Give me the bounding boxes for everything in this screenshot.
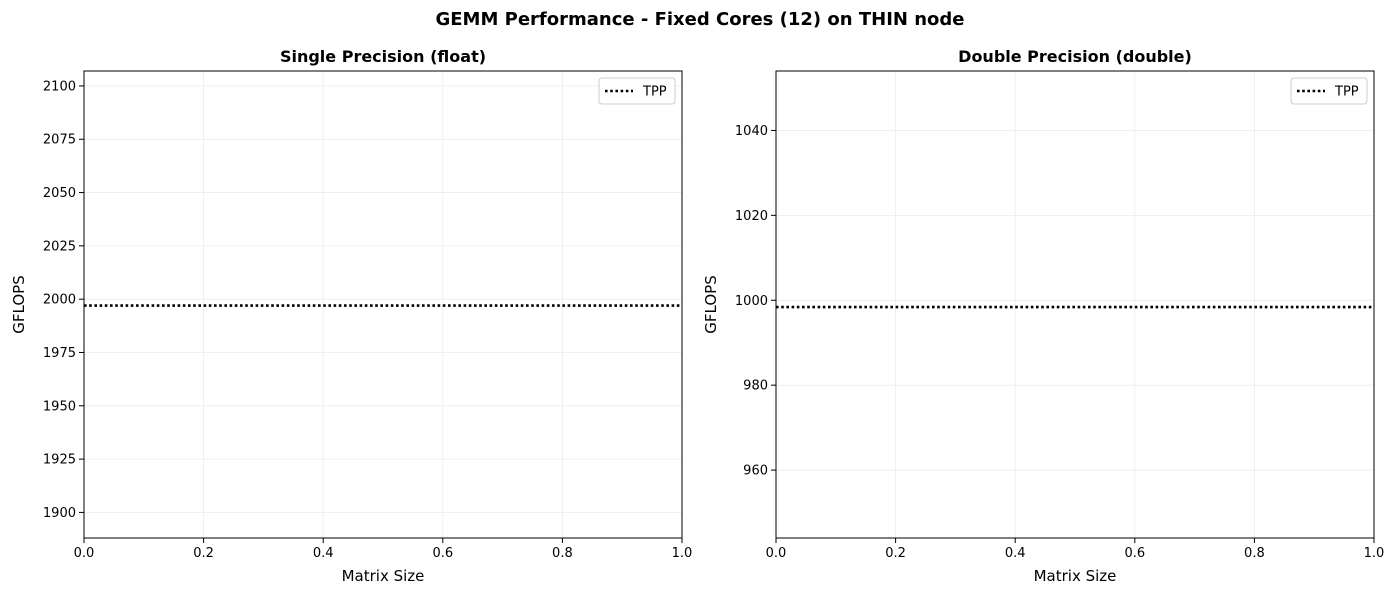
single-precision-panel: 0.0 0.2 0.4 0.6 0.8 1.0 1900 1925 1950 1975 2000 20…	[10, 47, 692, 585]
x-tick-label: 0.6	[1124, 546, 1145, 561]
y-tick-label: 1950	[43, 399, 76, 414]
y-tick-label: 1040	[735, 124, 768, 139]
legend-box	[1290, 77, 1368, 105]
x-tick-label: 0.6	[432, 546, 453, 561]
x-tick-label: 1.0	[672, 546, 693, 561]
x-tick-label: 0.4	[313, 546, 334, 561]
y-tick-label: 2100	[43, 79, 76, 94]
y-tick-label: 2025	[43, 239, 76, 254]
y-tick-label: 1900	[43, 506, 76, 521]
x-tick-label: 0.0	[74, 546, 95, 561]
figure-title: GEMM Performance - Fixed Cores (12) on T…	[435, 9, 965, 30]
legend: TPP	[598, 77, 676, 105]
y-tick-label: 1975	[43, 346, 76, 361]
y-axis-label: GFLOPS	[10, 275, 28, 333]
plot-frame	[775, 70, 1375, 539]
double-precision-panel: 0.0 0.2 0.4 0.6 0.8 1.0 960 980 1000 1020 1040 Doub…	[702, 47, 1384, 585]
legend-label: TPP	[642, 85, 667, 100]
y-tick-label: 960	[743, 464, 768, 479]
x-tick-label: 0.2	[193, 546, 214, 561]
x-axis-label: Matrix Size	[1034, 567, 1117, 585]
y-tick-label: 2000	[43, 293, 76, 308]
legend-label: TPP	[1334, 85, 1359, 100]
y-tick-label: 2075	[43, 133, 76, 148]
panel-title: Double Precision (double)	[958, 47, 1192, 66]
x-tick-label: 1.0	[1364, 546, 1385, 561]
plot-frame	[83, 70, 683, 539]
x-axis-label: Matrix Size	[342, 567, 425, 585]
legend: TPP	[1290, 77, 1368, 105]
x-tick-label: 0.2	[885, 546, 906, 561]
y-tick-label: 1020	[735, 209, 768, 224]
y-tick-label: 1000	[735, 294, 768, 309]
x-tick-label: 0.8	[1244, 546, 1265, 561]
y-tick-label: 980	[743, 379, 768, 394]
x-tick-label: 0.8	[552, 546, 573, 561]
legend-box	[598, 77, 676, 105]
y-tick-label: 2050	[43, 186, 76, 201]
x-tick-label: 0.4	[1005, 546, 1026, 561]
y-axis-label: GFLOPS	[702, 275, 720, 333]
x-tick-label: 0.0	[766, 546, 787, 561]
y-tick-label: 1925	[43, 453, 76, 468]
panel-title: Single Precision (float)	[280, 47, 486, 66]
